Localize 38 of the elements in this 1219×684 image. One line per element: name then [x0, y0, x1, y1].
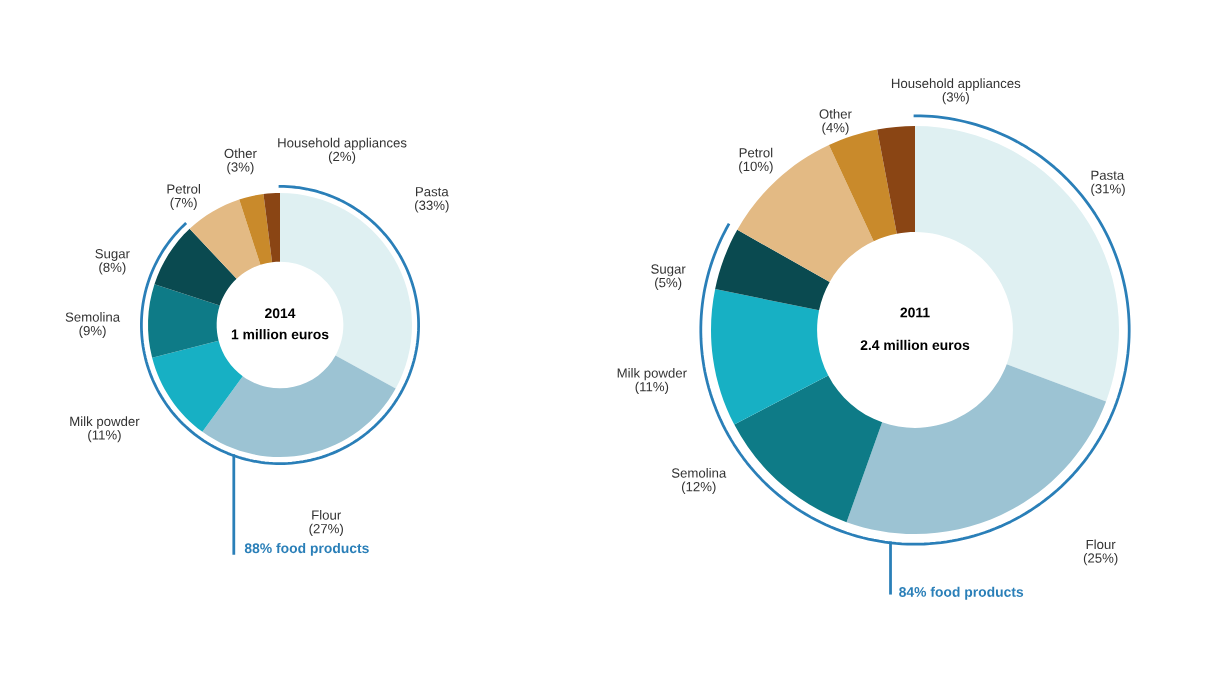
- data-label: (3%): [227, 161, 254, 175]
- data-label: (12%): [681, 481, 716, 494]
- text: 2011: [900, 307, 930, 318]
- slice-label: Flour: [312, 510, 342, 520]
- data-label: (11%): [88, 429, 121, 443]
- data-label: (3%): [942, 91, 969, 105]
- data-label: (7%): [170, 197, 197, 210]
- data-label: (11%): [635, 381, 669, 394]
- slice-label: Milk powder: [617, 368, 687, 381]
- text: 2014: [265, 308, 296, 319]
- slice-label: Household appliances: [278, 137, 407, 151]
- data-label: (9%): [79, 325, 106, 338]
- slice-label: Household appliances: [891, 78, 1021, 91]
- slice-label: Pasta: [1091, 170, 1125, 180]
- text: 2.4 million euros: [860, 339, 970, 351]
- slice-label: Pasta: [416, 187, 449, 197]
- text: 88% food products: [244, 542, 369, 556]
- slice-label: Semolina: [65, 312, 121, 322]
- text: 1 million euros: [231, 329, 329, 340]
- slice-label: Semolina: [671, 468, 727, 478]
- slice-label: Milk powder: [70, 416, 140, 429]
- data-label: (25%): [1083, 553, 1118, 566]
- slice-label: Petrol: [739, 147, 773, 158]
- data-label: (4%): [822, 122, 849, 135]
- data-label: (5%): [655, 277, 682, 290]
- slice-label: Other: [819, 108, 852, 119]
- text: 84% food products: [899, 586, 1024, 600]
- slice-label: Other: [224, 148, 257, 159]
- slice-label: Flour: [1086, 539, 1116, 550]
- data-label: (27%): [309, 523, 343, 536]
- slice-label: Sugar: [95, 249, 130, 261]
- data-label: (2%): [328, 151, 356, 164]
- data-label: (10%): [739, 161, 773, 174]
- slice-label: Sugar: [651, 264, 686, 277]
- slice-label: Petrol: [167, 184, 200, 194]
- data-label: (8%): [99, 262, 126, 275]
- data-label: (33%): [415, 200, 449, 213]
- data-label: (31%): [1091, 183, 1125, 197]
